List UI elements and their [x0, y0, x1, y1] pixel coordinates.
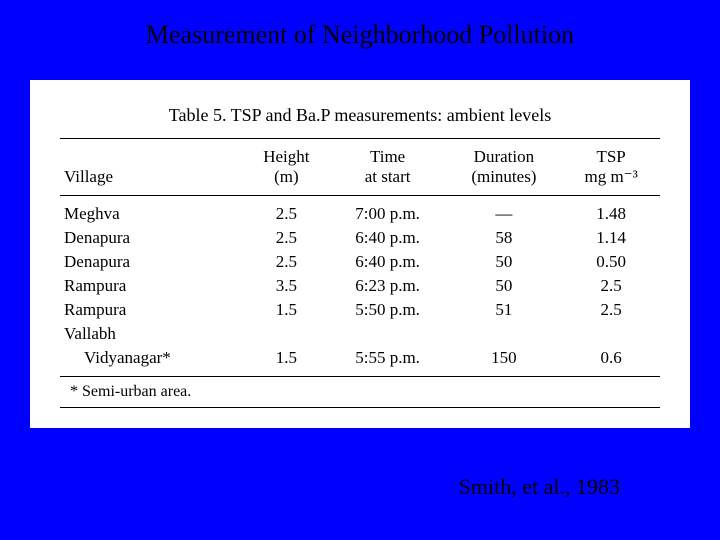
cell-village: Denapura	[60, 226, 243, 250]
table-row: Meghva 2.5 7:00 p.m. — 1.48	[60, 196, 660, 227]
cell-time: 6:40 p.m.	[330, 226, 446, 250]
cell-duration: 50	[446, 274, 563, 298]
cell-height: 3.5	[243, 274, 330, 298]
col-header-sub: mg m⁻³	[584, 167, 637, 186]
cell-duration: 150	[446, 346, 563, 370]
table-caption: Table 5. TSP and Ba.P measurements: ambi…	[60, 105, 660, 126]
cell-tsp: 0.50	[562, 250, 660, 274]
table-row: Rampura 3.5 6:23 p.m. 50 2.5	[60, 274, 660, 298]
col-header-text: Height	[263, 147, 309, 166]
cell-time: 6:23 p.m.	[330, 274, 446, 298]
cell-height: 2.5	[243, 226, 330, 250]
footnote-text: * Semi-urban area.	[60, 383, 660, 408]
cell-time: 6:40 p.m.	[330, 250, 446, 274]
cell-village: Vidyanagar*	[60, 346, 243, 370]
table-row: Denapura 2.5 6:40 p.m. 58 1.14	[60, 226, 660, 250]
cell-tsp	[562, 322, 660, 346]
footnote-section: * Semi-urban area.	[60, 376, 660, 408]
cell-village: Vallabh	[60, 322, 243, 346]
cell-time	[330, 322, 446, 346]
cell-time: 5:55 p.m.	[330, 346, 446, 370]
cell-tsp: 0.6	[562, 346, 660, 370]
col-header-sub: (m)	[274, 167, 299, 186]
slide-title: Measurement of Neighborhood Pollution	[0, 0, 720, 50]
col-header-text: Time	[370, 147, 405, 166]
table-body: Meghva 2.5 7:00 p.m. — 1.48 Denapura 2.5…	[60, 196, 660, 371]
cell-duration: —	[446, 196, 563, 227]
cell-time: 7:00 p.m.	[330, 196, 446, 227]
data-table: Village Height (m) Time at start Duratio…	[60, 138, 660, 370]
cell-village: Rampura	[60, 274, 243, 298]
cell-height: 1.5	[243, 298, 330, 322]
cell-height	[243, 322, 330, 346]
cell-duration: 51	[446, 298, 563, 322]
col-header-text: Duration	[474, 147, 534, 166]
table-row: Denapura 2.5 6:40 p.m. 50 0.50	[60, 250, 660, 274]
table-row: Vallabh	[60, 322, 660, 346]
citation: Smith, et al., 1983	[459, 474, 620, 500]
cell-height: 2.5	[243, 196, 330, 227]
cell-tsp: 2.5	[562, 298, 660, 322]
col-header-tsp: TSP mg m⁻³	[562, 139, 660, 196]
col-header-sub: (minutes)	[471, 167, 536, 186]
cell-village: Rampura	[60, 298, 243, 322]
cell-height: 1.5	[243, 346, 330, 370]
col-header-height: Height (m)	[243, 139, 330, 196]
col-header-duration: Duration (minutes)	[446, 139, 563, 196]
cell-tsp: 1.48	[562, 196, 660, 227]
col-header-text: Village	[64, 167, 113, 186]
cell-duration: 50	[446, 250, 563, 274]
cell-time: 5:50 p.m.	[330, 298, 446, 322]
cell-village: Denapura	[60, 250, 243, 274]
table-row: Vidyanagar* 1.5 5:55 p.m. 150 0.6	[60, 346, 660, 370]
col-header-time: Time at start	[330, 139, 446, 196]
cell-tsp: 1.14	[562, 226, 660, 250]
cell-village: Meghva	[60, 196, 243, 227]
col-header-text: TSP	[596, 147, 625, 166]
table-header-row: Village Height (m) Time at start Duratio…	[60, 139, 660, 196]
col-header-village: Village	[60, 139, 243, 196]
cell-tsp: 2.5	[562, 274, 660, 298]
cell-duration: 58	[446, 226, 563, 250]
col-header-sub: at start	[365, 167, 411, 186]
table-container: Table 5. TSP and Ba.P measurements: ambi…	[30, 80, 690, 428]
cell-height: 2.5	[243, 250, 330, 274]
table-row: Rampura 1.5 5:50 p.m. 51 2.5	[60, 298, 660, 322]
cell-duration	[446, 322, 563, 346]
